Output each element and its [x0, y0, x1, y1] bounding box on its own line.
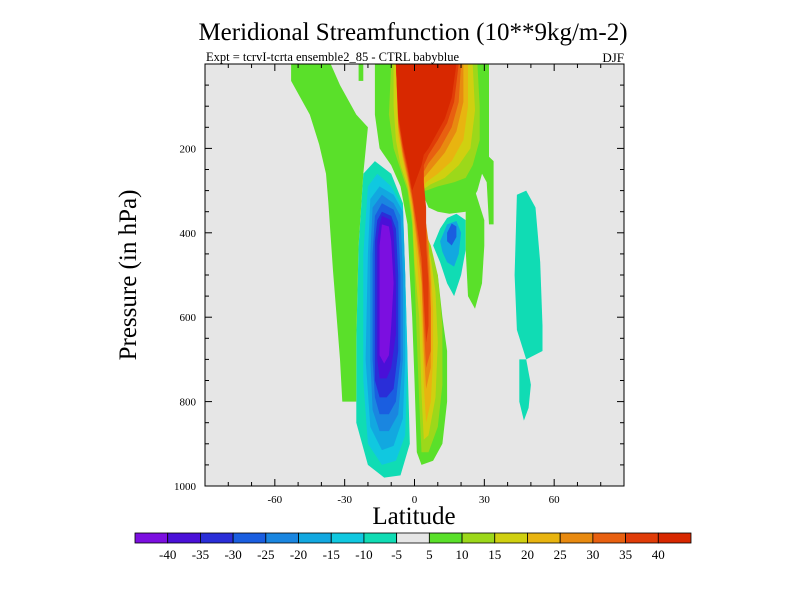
colorbar-label: 35	[619, 547, 632, 562]
colorbar-label: 10	[456, 547, 469, 562]
colorbar-swatch	[428, 532, 463, 544]
colorbar-label: -15	[323, 547, 340, 562]
y-tick-label: 1000	[174, 481, 197, 493]
colorbar-swatch	[559, 532, 594, 544]
colorbar-swatch	[494, 532, 528, 544]
y-tick-label: 800	[180, 397, 197, 409]
colorbar-label: -25	[257, 547, 274, 562]
season-label: DJF	[602, 50, 624, 65]
colorbar-swatch	[167, 532, 201, 544]
x-axis-label: Latitude	[372, 503, 455, 530]
y-tick-label: 400	[180, 228, 197, 240]
y-tick-labels: 200 400 600 800 1000	[174, 143, 197, 493]
y-tick-label: 600	[180, 312, 197, 324]
axis-ticks	[204, 63, 625, 487]
contour-positive-core	[395, 64, 457, 191]
y-axis-label: Pressure (in hPa)	[115, 190, 142, 361]
contour-positive-small-sh	[358, 64, 364, 81]
colorbar-swatch	[461, 532, 496, 544]
x-tick-label: -60	[267, 494, 282, 506]
colorbar-swatch	[625, 532, 659, 544]
x-tick-labels: -60 -30 0 30 60	[267, 494, 560, 506]
contour-regions	[291, 64, 543, 478]
contour-negative-cell-far-nh-lower	[519, 359, 531, 421]
colorbar-label: -35	[192, 547, 209, 562]
contour-positive-green-nh-tail	[465, 190, 485, 309]
colorbar-label: -10	[355, 547, 372, 562]
colorbar: -40 -35 -30 -25 -20 -15 -10 -5 5 10 15 20 25 30 35 40	[134, 532, 692, 562]
colorbar-label: 5	[426, 547, 433, 562]
colorbar-swatch	[592, 532, 626, 544]
y-tick-label: 200	[180, 143, 197, 155]
colorbar-swatch	[396, 532, 430, 544]
colorbar-swatch	[134, 532, 169, 544]
x-tick-label: 30	[479, 494, 491, 506]
contour-negative-cell-nh-core	[447, 223, 457, 246]
x-tick-label: 60	[549, 494, 561, 506]
colorbar-label: -40	[159, 547, 176, 562]
colorbar-label: 40	[652, 547, 665, 562]
colorbar-label: -5	[391, 547, 402, 562]
colorbar-label: -30	[224, 547, 241, 562]
contour-negative-cell-far-nh	[514, 190, 543, 360]
colorbar-swatch	[265, 532, 299, 544]
colorbar-label: 20	[521, 547, 534, 562]
colorbar-swatch	[330, 532, 365, 544]
colorbar-swatch	[200, 532, 234, 544]
contour-negative-cell-sh-core	[379, 224, 394, 364]
colorbar-label: 30	[586, 547, 599, 562]
colorbar-swatch	[657, 532, 692, 544]
contour-positive-sh-green	[291, 64, 368, 402]
colorbar-swatch	[232, 532, 267, 544]
x-tick-label: 0	[412, 494, 418, 506]
colorbar-label: 15	[488, 547, 501, 562]
colorbar-swatch	[527, 532, 561, 544]
colorbar-swatch	[298, 532, 332, 544]
colorbar-label: -20	[290, 547, 307, 562]
colorbar-label: 25	[554, 547, 567, 562]
x-tick-label: -30	[337, 494, 352, 506]
chart-title: Meridional Streamfunction (10**9kg/m-2)	[198, 19, 627, 46]
colorbar-swatch	[363, 532, 398, 544]
chart-subtitle: Expt = tcrvI-tcrta ensemble2_85 - CTRL b…	[206, 50, 459, 64]
